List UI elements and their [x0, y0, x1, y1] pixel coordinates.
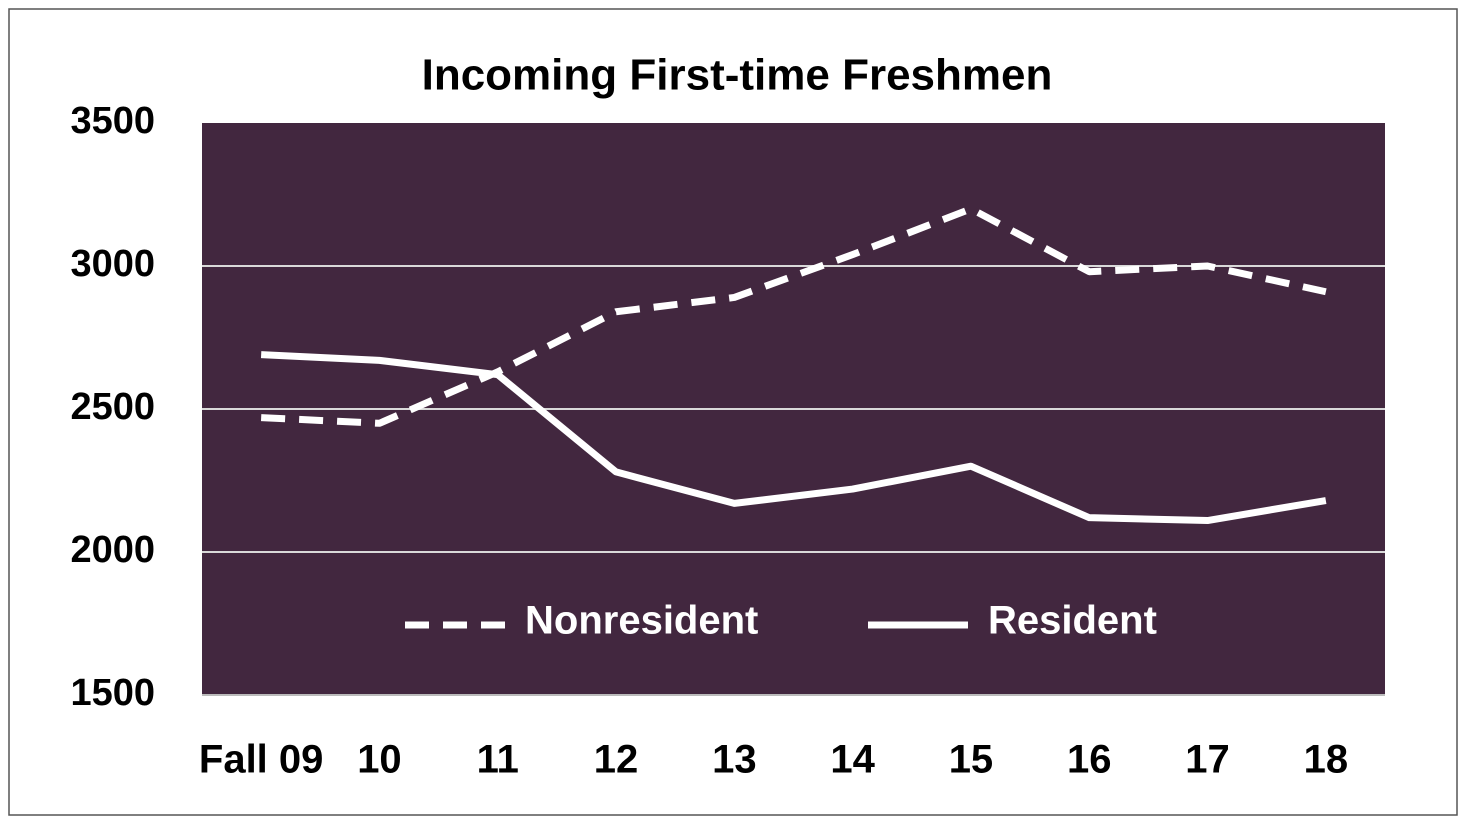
y-tick-label: 3500 [70, 100, 155, 142]
y-tick-label: 2500 [70, 386, 155, 428]
x-tick-label: 10 [357, 738, 402, 782]
x-tick-label: 16 [1067, 738, 1112, 782]
y-tick-label: 3000 [70, 243, 155, 285]
x-tick-label: 14 [830, 738, 875, 782]
y-tick-label: 2000 [70, 529, 155, 571]
x-tick-label: 11 [477, 738, 519, 782]
legend-label: Nonresident [525, 599, 758, 643]
x-tick-label: 18 [1304, 738, 1349, 782]
legend-label: Resident [988, 599, 1157, 643]
series-line [260, 351, 1327, 525]
x-tick-label: 13 [712, 738, 757, 782]
x-tick-label: 17 [1185, 738, 1230, 782]
x-tick-label: 12 [594, 738, 639, 782]
y-tick-label: 1500 [70, 672, 155, 714]
x-tick-label: 15 [949, 738, 994, 782]
chart-title: Incoming First-time Freshmen [422, 51, 1053, 100]
x-tick-label: Fall 09 [199, 738, 324, 782]
